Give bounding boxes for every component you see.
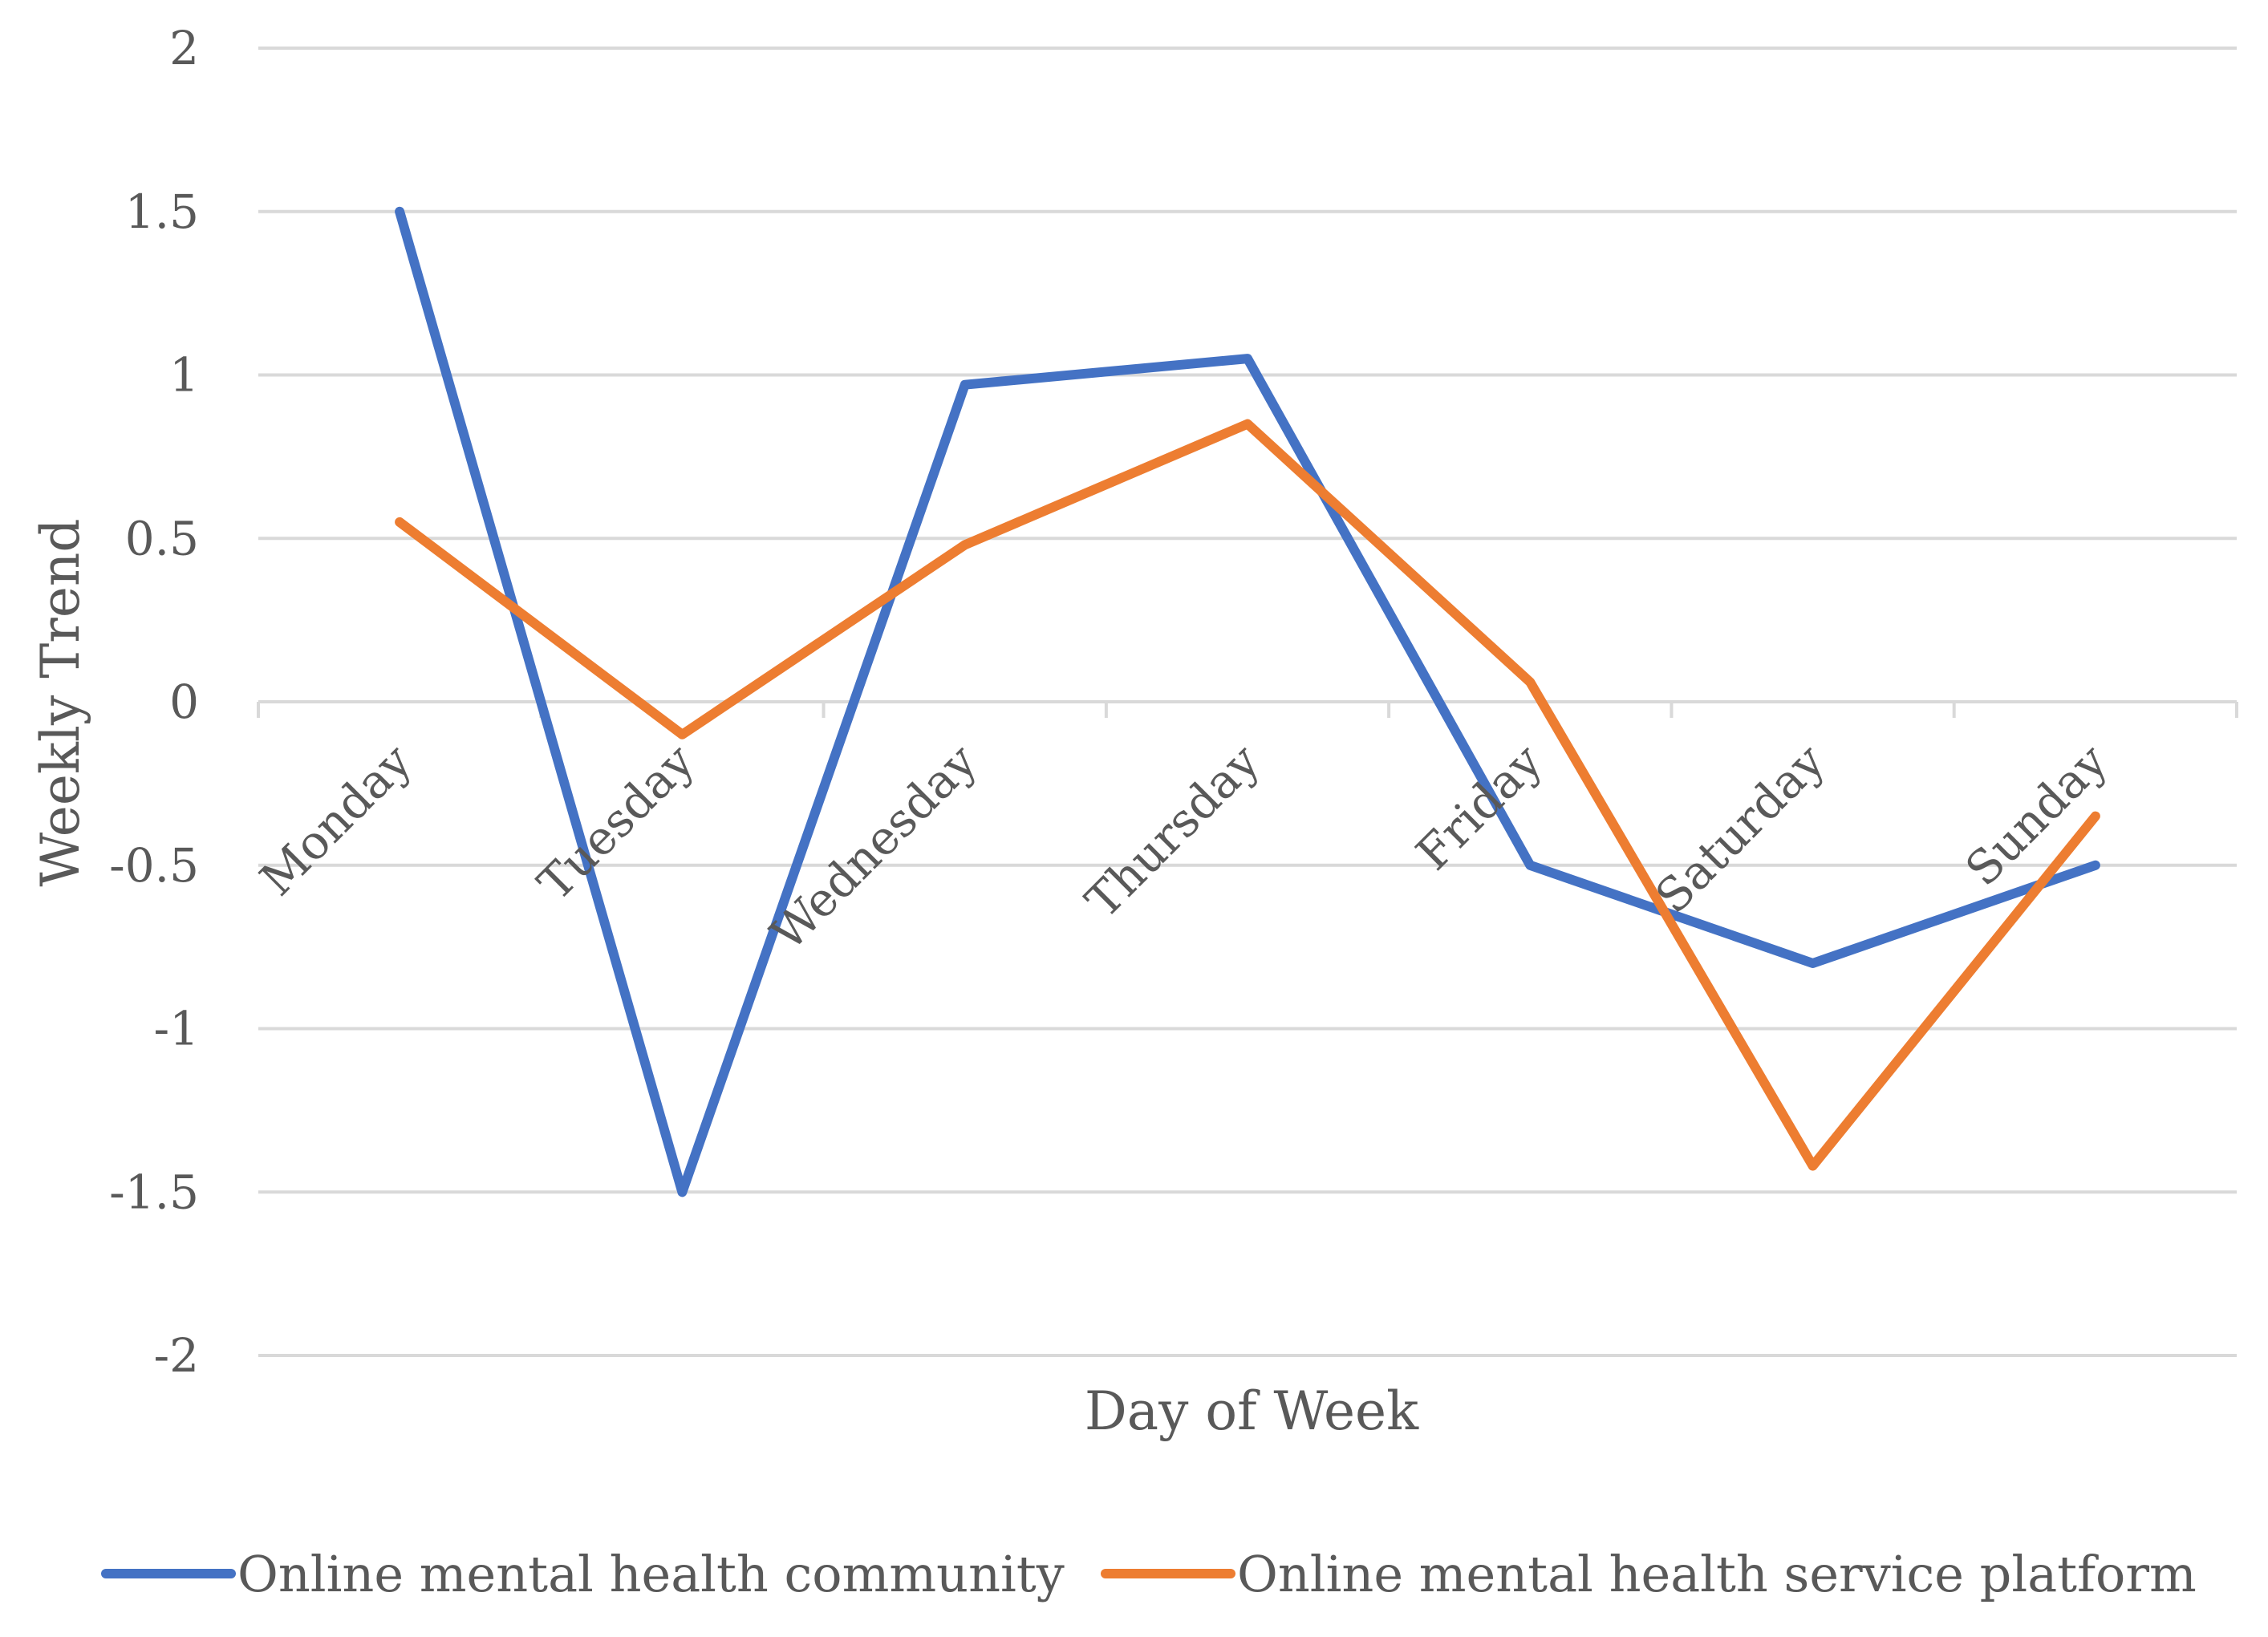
series-line-service-platform — [395, 419, 2100, 1171]
legend-label-community: Online mental health community — [237, 1545, 1065, 1603]
y-tick-label: 1.5 — [125, 184, 199, 239]
legend-item-service-platform: Online mental health service platform — [1101, 1545, 2197, 1603]
y-tick-label: -1.5 — [109, 1165, 199, 1219]
legend-label-service-platform: Online mental health service platform — [1237, 1545, 2197, 1603]
x-axis-title: Day of Week — [1085, 1380, 1419, 1442]
y-tick-label: -2 — [154, 1328, 200, 1383]
y-tick-label: -1 — [154, 1002, 200, 1056]
x-axis — [257, 700, 2238, 718]
y-tick-label: 0.5 — [125, 511, 199, 565]
series-line-community — [395, 206, 2100, 1197]
y-axis-ticks: 2 1.5 1 0.5 0 -0.5 -1 -1.5 -2 — [109, 21, 199, 1383]
legend-item-community: Online mental health community — [101, 1545, 1065, 1603]
legend: Online mental health community Online me… — [101, 1545, 2197, 1603]
y-tick-label: -0.5 — [109, 838, 199, 893]
x-category-label: Thursday — [1075, 734, 1270, 929]
x-category-label: Monday — [250, 734, 422, 906]
series-lines — [395, 206, 2100, 1197]
x-category-label: Saturday — [1645, 734, 1835, 924]
y-tick-label: 0 — [169, 675, 199, 729]
category-labels: Monday Tuesday Wednesday Thursday Friday Satu… — [250, 734, 2118, 961]
x-category-label: Wednesday — [761, 734, 988, 961]
y-tick-label: 1 — [169, 348, 199, 403]
y-axis-title: Weekly Trend — [30, 518, 91, 886]
y-tick-label: 2 — [169, 21, 199, 75]
